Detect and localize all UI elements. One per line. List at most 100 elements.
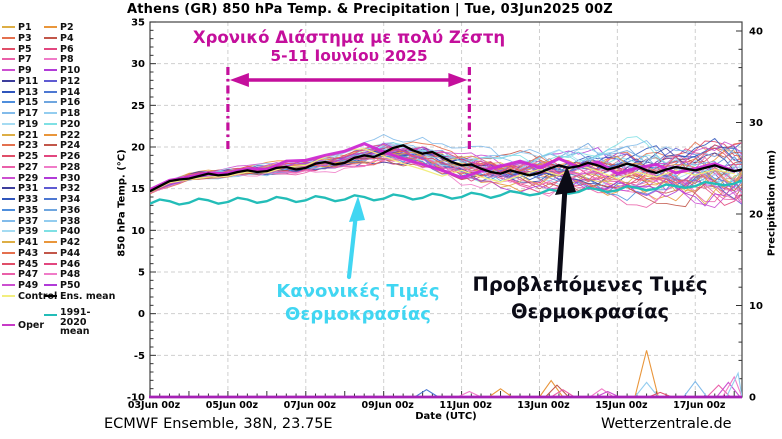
precip-tick-label: 40 [749,27,763,38]
legend-item-P14-swatch [44,90,57,93]
legend-item-P2-swatch [44,26,57,28]
date-tick-label: 09Jun 00z [362,400,415,411]
precip-tick-label: 20 [749,210,763,221]
precip-event-10 [648,391,673,397]
legend-item-P36-label: P36 [60,204,81,216]
legend-item-P46-label: P46 [60,258,81,270]
legend-item-P28: P28 [44,160,80,172]
legend-item-P47-swatch [2,273,15,276]
precip-event-9 [634,381,659,397]
date-tick-label: 11Jun 00z [439,400,492,411]
legend-item-P38-swatch [44,219,57,222]
legend-item-P15: P15 [2,95,38,108]
legend-item-P20-swatch [44,122,57,125]
legend-item-P34: P34 [44,192,81,205]
legend-item-P13-label: P13 [18,86,39,98]
legend-item-P25-label: P25 [18,151,39,162]
model-info: ECMWF Ensemble, 38N, 23.75E [104,416,333,432]
temp-axis-label: 850 hPa Temp. (°C) [116,149,128,257]
precip-axis-label: Precipitation (mm) [766,149,778,257]
normal-values-line2: Θερμοκρασίας [285,304,431,325]
legend-item-P44-swatch [44,251,57,254]
legend-item-P37: P37 [2,214,38,226]
legend-item-P32: P32 [44,181,80,194]
legend-item-P6: P6 [44,42,74,54]
legend-item-P35-label: P35 [18,204,39,216]
legend-item-P23: P23 [2,138,38,151]
legend-item-P10-swatch [44,69,57,71]
legend-item-P25: P25 [2,149,39,162]
legend-item-P34-label: P34 [60,194,81,205]
legend-item-P45-swatch [2,262,15,265]
normal-values-arrow-shaft [346,211,359,280]
legend-item-P42-swatch [44,241,57,243]
heat-period-line2: 5-11 Ιουνίου 2025 [270,47,428,65]
normal-values-arrowhead [349,196,365,222]
legend-item-P8-swatch [44,58,57,61]
precip-event-8 [634,350,659,397]
legend-item-P18-swatch [44,112,57,114]
legend-item-P19-swatch [2,122,15,125]
legend-item-P10-label: P10 [60,65,81,76]
precip-event-0 [414,389,439,397]
series-control [150,148,735,193]
precip-tick-label: 0 [749,393,756,404]
temp-tick-label: 10 [131,226,145,237]
heat-period-line1: Χρονικό Διάστημα με πολύ Ζέστη [192,28,506,47]
legend-item-control-label: Control [18,290,58,302]
legend-item-P24: P24 [44,138,80,151]
legend-item-control-swatch [2,294,15,297]
legend-item-P26-swatch [44,155,57,157]
legend-item-P9-swatch [2,69,15,71]
legend-item-P41-swatch [2,241,15,243]
legend-item-P29-label: P29 [18,172,39,184]
legend-item-P25-swatch [2,155,15,157]
legend-item-ens-mean-label: Ens. mean [60,290,116,302]
legend-item-P30-swatch [44,176,57,179]
forecast-values-arrow-shaft [556,185,568,285]
page-title: Athens (GR) 850 hPa Temp. & Precipitatio… [127,2,613,17]
legend-item-P33-swatch [2,198,15,200]
legend-item-P1: P1 [2,20,32,33]
series-ens-mean [150,144,742,193]
legend-item-P35-swatch [2,208,15,211]
legend-item-P50: P50 [44,278,81,291]
legend-item-P16-label: P16 [60,97,81,109]
legend-item-P34-swatch [44,198,57,200]
legend-item-climate-mean-label: 1991-2020 mean [60,307,91,337]
legend-item-P41: P41 [2,235,39,248]
legend-item-P1-label: P1 [18,22,32,33]
date-tick-label: 17Jun 00z [673,400,726,411]
legend-item-P27-label: P27 [18,161,39,173]
precip-event-1 [457,390,482,397]
legend-item-P23-swatch [2,144,15,147]
temp-tick-label: 0 [138,309,145,320]
series-climate-mean [150,179,742,206]
precip-event-14 [722,375,742,397]
legend-item-P39: P39 [2,224,38,237]
date-tick-label: 15Jun 00z [595,400,648,411]
legend-item-P14-label: P14 [60,86,81,98]
series-P45 [150,147,742,191]
legend-item-P4-label: P4 [60,32,74,44]
legend-item-P17-swatch [2,112,15,114]
legend-item-P12: P12 [44,74,80,86]
temp-tick-label: 5 [138,268,145,279]
legend-item-P36-swatch [44,208,57,211]
legend-item-P16-swatch [44,101,57,104]
legend-item-P48-swatch [44,273,57,276]
precip-event-2 [488,388,513,397]
temp-tick-label: -10 [127,393,145,404]
forecast-values-label: Προβλεπόμενες Τιμές Θερμοκρασίας [473,271,708,325]
legend-item-P30-label: P30 [60,172,81,184]
legend-item-P10: P10 [44,63,81,76]
legend-item-P49: P49 [2,278,38,291]
legend-item-P50-label: P50 [60,280,81,291]
forecast-values-line2: Θερμοκρασίας [510,300,670,323]
legend-item-P6-swatch [44,47,57,50]
legend-item-climate-mean: 1991-2020 mean [44,308,116,336]
legend-item-P1-swatch [2,26,15,28]
legend-item-P31-label: P31 [18,183,39,195]
legend-item-P41-label: P41 [18,237,39,248]
